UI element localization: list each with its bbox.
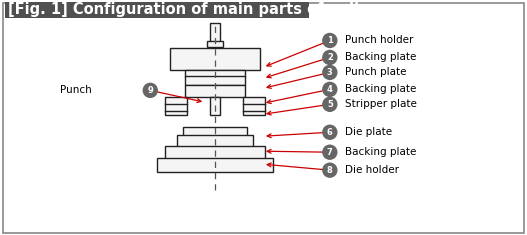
Circle shape <box>143 83 157 97</box>
Text: Punch: Punch <box>61 85 92 95</box>
Text: Die plate: Die plate <box>345 127 392 137</box>
Bar <box>165 97 187 115</box>
Text: Punch holder: Punch holder <box>345 35 413 46</box>
Circle shape <box>323 125 337 139</box>
Bar <box>170 48 260 70</box>
Bar <box>5 2 309 18</box>
Bar <box>165 146 265 159</box>
Text: Stripper plate: Stripper plate <box>345 99 417 109</box>
Text: Punch plate: Punch plate <box>345 67 406 77</box>
Circle shape <box>323 82 337 96</box>
Text: Die holder: Die holder <box>345 165 399 175</box>
Text: 9: 9 <box>148 86 153 95</box>
Bar <box>157 158 273 172</box>
Circle shape <box>323 97 337 111</box>
Text: [Fig. 1] Configuration of main parts of a die: [Fig. 1] Configuration of main parts of … <box>7 2 369 17</box>
Circle shape <box>323 65 337 79</box>
Text: 4: 4 <box>327 85 333 94</box>
Text: Backing plate: Backing plate <box>345 147 416 157</box>
Bar <box>210 23 220 43</box>
Bar <box>185 76 245 85</box>
Bar <box>177 135 253 147</box>
Circle shape <box>323 163 337 177</box>
Circle shape <box>323 51 337 64</box>
Text: Backing plate: Backing plate <box>345 84 416 94</box>
Bar <box>185 85 245 97</box>
Text: 2: 2 <box>327 53 333 62</box>
Text: 6: 6 <box>327 128 333 137</box>
Text: 3: 3 <box>327 68 333 77</box>
Text: 7: 7 <box>327 148 333 157</box>
Bar <box>210 97 220 115</box>
Text: 5: 5 <box>327 100 333 109</box>
Bar <box>207 41 223 47</box>
Text: 8: 8 <box>327 166 333 175</box>
Text: Backing plate: Backing plate <box>345 52 416 63</box>
Circle shape <box>323 34 337 47</box>
Circle shape <box>323 145 337 159</box>
Bar <box>185 70 245 77</box>
Text: 1: 1 <box>327 36 333 45</box>
Bar <box>243 97 265 115</box>
Bar <box>183 127 247 137</box>
